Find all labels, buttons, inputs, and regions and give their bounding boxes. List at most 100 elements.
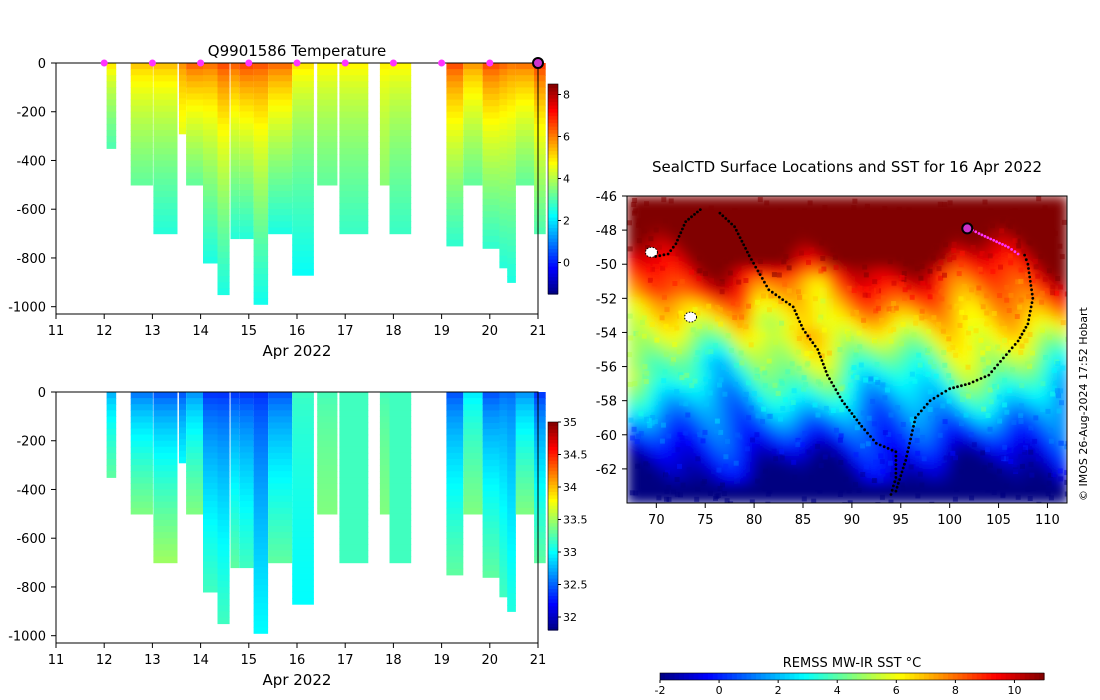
map-y-tick-label: -52 — [596, 292, 617, 307]
sst-texture-cell — [772, 382, 778, 388]
colorbar-segment — [548, 501, 558, 506]
sst-cell — [1028, 267, 1040, 279]
profile-cell — [106, 434, 117, 442]
sst-cell — [1028, 206, 1040, 218]
sst-cell — [694, 339, 705, 351]
sst-cell — [627, 329, 638, 341]
recent-track-point — [1013, 250, 1017, 254]
profile-cell — [239, 81, 254, 88]
profile-cell — [482, 429, 500, 436]
sst-cell — [933, 277, 944, 290]
sst-cell — [655, 308, 667, 320]
profile-cell — [239, 159, 254, 167]
sst-texture-cell — [1018, 454, 1024, 459]
sst-cell — [627, 410, 638, 423]
profile-cell — [317, 160, 338, 168]
sst-cell — [1000, 257, 1011, 269]
sst-cell — [885, 206, 896, 218]
colorbar-segment — [548, 463, 558, 468]
sst-cell — [856, 288, 868, 300]
sst-texture-cell — [966, 345, 972, 351]
sst-cell — [770, 349, 782, 361]
sst-texture-cell — [888, 412, 894, 418]
colorbar-segment — [548, 164, 558, 169]
sst-cell — [885, 349, 896, 361]
sst-cell — [799, 318, 810, 330]
profile-cell — [389, 75, 412, 82]
sst-cell — [799, 421, 810, 433]
profile-cell — [499, 572, 509, 580]
sst-cell — [885, 359, 896, 371]
sst-cell — [627, 400, 638, 412]
sst-colorbar-segment — [804, 673, 810, 680]
sst-texture-cell — [856, 225, 862, 231]
sst-cell — [990, 431, 1002, 443]
sst-cell — [646, 329, 657, 341]
sst-cell — [1047, 410, 1059, 423]
profile-cell — [268, 154, 293, 162]
sst-cell — [1000, 196, 1011, 208]
sst-texture-cell — [660, 422, 666, 428]
profile-cell — [507, 123, 516, 131]
track-point — [830, 381, 833, 384]
profile-cell — [515, 166, 536, 174]
sst-colorbar-segment — [679, 673, 685, 680]
profile-cell — [292, 561, 314, 569]
profile-cell — [389, 507, 412, 515]
profile-cell — [379, 489, 390, 497]
sst-texture-cell — [959, 250, 965, 256]
sst-cell — [1047, 329, 1059, 341]
sst-cell — [1009, 288, 1021, 300]
profile-cell — [389, 532, 412, 539]
profile-cell — [317, 483, 338, 491]
sst-colorbar-segment — [986, 673, 992, 680]
sst-texture-cell — [755, 413, 761, 419]
sst-texture-cell — [1040, 407, 1046, 412]
x-tick-label: 20 — [482, 653, 499, 668]
profile-cell — [178, 433, 187, 440]
sst-texture-cell — [942, 362, 948, 368]
sst-colorbar-segment — [909, 673, 915, 680]
sst-cell — [990, 370, 1002, 382]
profile-cell — [534, 416, 546, 424]
sst-cell — [1028, 472, 1040, 484]
profile-cell — [463, 75, 483, 82]
profile-cell — [230, 531, 240, 538]
profile-cell — [203, 141, 220, 149]
profile-cell — [499, 99, 509, 106]
sst-texture-cell — [700, 438, 706, 444]
sst-cell — [971, 359, 982, 371]
sst-texture-cell — [665, 469, 670, 475]
profile-cell — [239, 190, 254, 197]
sst-cell — [942, 421, 954, 433]
sst-cell — [780, 370, 791, 382]
sst-texture-cell — [942, 419, 948, 425]
sst-colorbar-segment — [741, 673, 747, 680]
sst-texture-cell — [678, 492, 683, 498]
sst-cell — [914, 226, 925, 238]
sst-cell — [627, 226, 638, 238]
track-point — [666, 252, 670, 256]
sst-cell — [646, 359, 657, 371]
sst-cell — [703, 472, 715, 484]
sst-cell — [1028, 318, 1040, 330]
profile-cell — [230, 428, 240, 435]
profile-cell — [130, 434, 153, 442]
sst-texture-cell — [888, 328, 893, 334]
sst-cell — [1028, 196, 1040, 208]
profile-cell — [339, 75, 369, 82]
sst-texture-cell — [818, 268, 824, 274]
track-point — [1030, 301, 1034, 304]
profile-cell — [268, 489, 293, 497]
profile-cell — [186, 130, 206, 137]
sst-texture-cell — [850, 373, 856, 379]
sst-cell — [760, 472, 772, 484]
profile-cell — [389, 465, 412, 472]
sst-cell — [1038, 441, 1049, 453]
sst-texture-cell — [717, 307, 723, 313]
profile-cell — [217, 574, 230, 582]
profile-cell — [253, 183, 269, 191]
profile-cell — [507, 148, 516, 155]
profile-cell — [292, 519, 314, 526]
sst-colorbar-segment — [784, 673, 791, 680]
